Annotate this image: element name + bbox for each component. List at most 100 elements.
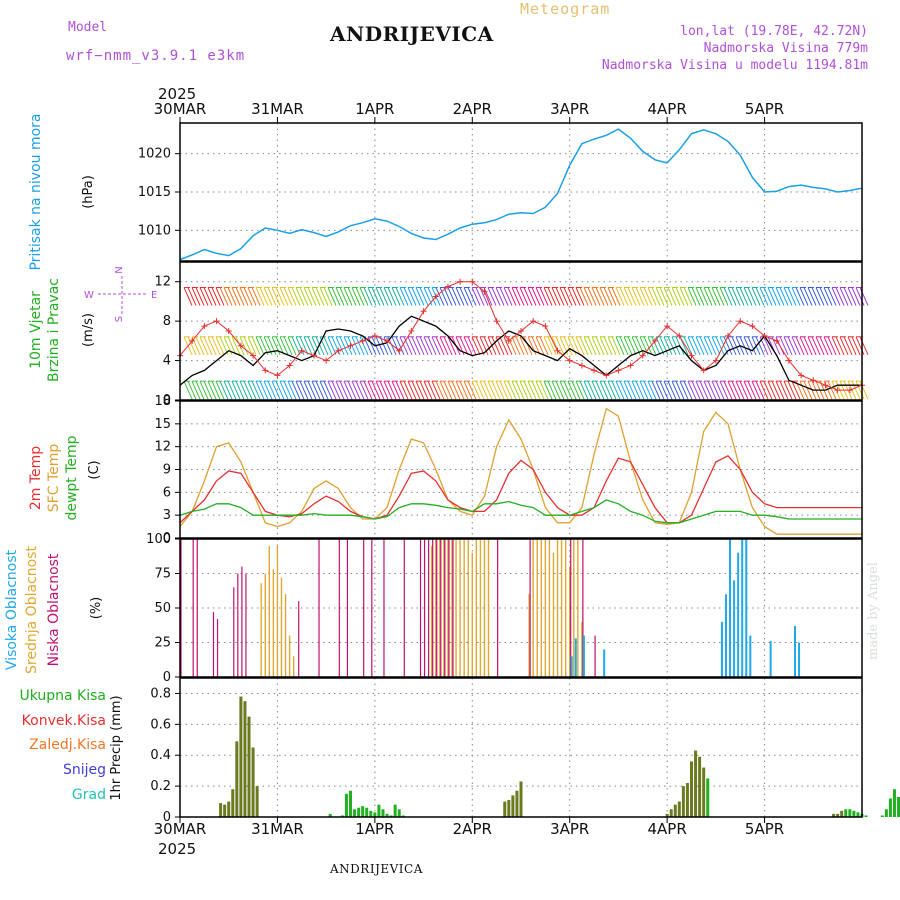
gust-marker [505, 337, 512, 344]
wind-barb [727, 287, 737, 306]
wind-barb [767, 380, 777, 400]
wind-barb [663, 380, 673, 400]
panel-frame [179, 261, 863, 401]
wind-barb [403, 336, 413, 355]
gust-marker [530, 318, 537, 325]
wind-barb [215, 380, 225, 400]
gust-marker [676, 332, 683, 339]
wind-barb [575, 336, 585, 355]
y-tick-label: 0.8 [150, 686, 171, 701]
wind-barb [431, 336, 441, 355]
wind-barb [211, 380, 221, 400]
wind-barb [495, 336, 505, 355]
gust-marker [347, 342, 354, 349]
top-date-label: 30MAR [154, 100, 207, 118]
wind-barb [335, 336, 345, 355]
wind-barb [315, 336, 325, 355]
wind-barb [203, 336, 213, 355]
wind-barb [435, 380, 445, 400]
wind-barb [591, 336, 601, 355]
wind-barb [819, 287, 829, 306]
wind-barb [803, 287, 813, 306]
wind-barb [747, 287, 757, 306]
lonlat-text: lon,lat (19.78E, 42.72N) [680, 24, 868, 39]
wind-barb [259, 287, 269, 306]
wind-barb [787, 336, 797, 355]
top-date-label: 5APR [745, 100, 784, 118]
wind-barb [687, 380, 697, 400]
wind-barb [827, 380, 837, 400]
wind-barb [843, 287, 853, 306]
dewpt-line [179, 499, 862, 524]
wind-barb [611, 287, 621, 306]
wind-barb [519, 287, 529, 306]
elevation-text: Nadmorska Visina 779m [703, 41, 868, 56]
wind-barb [591, 287, 601, 306]
wind-barb [611, 336, 621, 355]
precip-bar [677, 801, 681, 817]
wind-barb [691, 380, 701, 400]
wind-barb [731, 287, 741, 306]
wind-barb [215, 336, 225, 355]
wind-barb [287, 287, 297, 306]
wind-barb [811, 287, 821, 306]
top-date-label: 1APR [355, 100, 394, 118]
gust-marker [603, 372, 610, 379]
wind-barb [571, 380, 581, 400]
wind-barb [335, 287, 345, 306]
wind-barb [431, 380, 441, 400]
wind-barb [643, 380, 653, 400]
wind-barb [199, 380, 209, 400]
wind-barb [595, 287, 605, 306]
wind-barb [451, 287, 461, 306]
gust-marker [444, 283, 451, 290]
wind-barb [531, 380, 541, 400]
wind-barb [859, 287, 869, 306]
wind-barb [439, 287, 449, 306]
wind-barb [779, 336, 789, 355]
precip-bar [856, 812, 860, 817]
wind-barb [507, 336, 517, 355]
top-date-label: 4APR [648, 100, 687, 118]
wind-barb [203, 287, 213, 306]
precip-legend-2: Zaledj.Kisa [29, 737, 106, 753]
bottom-date-label: 1APR [355, 820, 394, 838]
wind-barb [231, 380, 241, 400]
bottom-date-label: 5APR [745, 820, 784, 838]
wind-barb [527, 287, 537, 306]
wind-barb [707, 380, 717, 400]
wind-barb [375, 287, 385, 306]
wind-barb [739, 336, 749, 355]
wind-barb [619, 336, 629, 355]
wind-barb [563, 287, 573, 306]
wind-barb [355, 287, 365, 306]
wind-barb [435, 287, 445, 306]
gust-marker [250, 352, 257, 359]
wind-barb [607, 380, 617, 400]
gust-marker [310, 352, 317, 359]
wind-barb [251, 336, 261, 355]
wind-barb [295, 336, 305, 355]
gust-marker [773, 337, 780, 344]
wind-barb [323, 380, 333, 400]
wind-barb [235, 287, 245, 306]
wind-barb [495, 380, 505, 400]
wind-barb [719, 287, 729, 306]
wind-barb [675, 380, 685, 400]
cloud-ylabel: (%) [89, 597, 104, 620]
temp-ylabel: (C) [87, 460, 102, 479]
wind-barb [739, 287, 749, 306]
wind-barb [679, 287, 689, 306]
wind-barb [379, 287, 389, 306]
wind-barb [187, 336, 197, 355]
wind-barb [303, 336, 313, 355]
wind-barb [251, 287, 261, 306]
wind-barb [331, 287, 341, 306]
wind-barb [231, 336, 241, 355]
wind-barb [547, 287, 557, 306]
gust-marker [566, 357, 573, 364]
y-tick-label: 4 [163, 354, 171, 369]
precip-bar [389, 815, 393, 817]
wind-barb [467, 380, 477, 400]
